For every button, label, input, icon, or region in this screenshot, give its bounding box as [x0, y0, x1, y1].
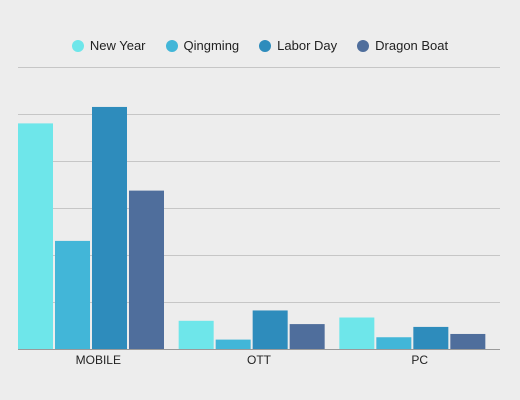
- legend-item-new-year[interactable]: New Year: [71, 38, 146, 53]
- bar: [129, 190, 164, 349]
- x-tick-label: OTT: [247, 353, 272, 367]
- legend-swatch: [259, 39, 272, 52]
- bar: [413, 326, 449, 349]
- legend-label: Qingming: [183, 38, 240, 53]
- x-tick-label: PC: [411, 353, 428, 367]
- bar: [18, 123, 53, 350]
- legend-swatch: [71, 39, 84, 52]
- legend-item-dragon-boat[interactable]: Dragon Boat: [357, 38, 448, 53]
- legend-swatch: [357, 39, 370, 52]
- legend-label: Dragon Boat: [375, 38, 449, 53]
- bar: [339, 317, 375, 349]
- legend-item-labor-day[interactable]: Labor Day: [259, 38, 337, 53]
- legend: New Year Qingming Labor Day Dragon Boat: [0, 38, 520, 53]
- bar: [376, 337, 412, 349]
- bar: [450, 333, 486, 349]
- x-tick-label: MOBILE: [76, 353, 121, 367]
- legend-label: New Year: [89, 38, 146, 53]
- legend-label: Labor Day: [277, 38, 338, 53]
- legend-item-qingming[interactable]: Qingming: [165, 38, 240, 53]
- bar: [215, 339, 251, 349]
- bar: [289, 324, 325, 349]
- legend-swatch: [165, 39, 178, 52]
- bar: [92, 106, 127, 349]
- bar: [252, 310, 288, 349]
- bar: [55, 240, 90, 349]
- bar: [178, 320, 214, 349]
